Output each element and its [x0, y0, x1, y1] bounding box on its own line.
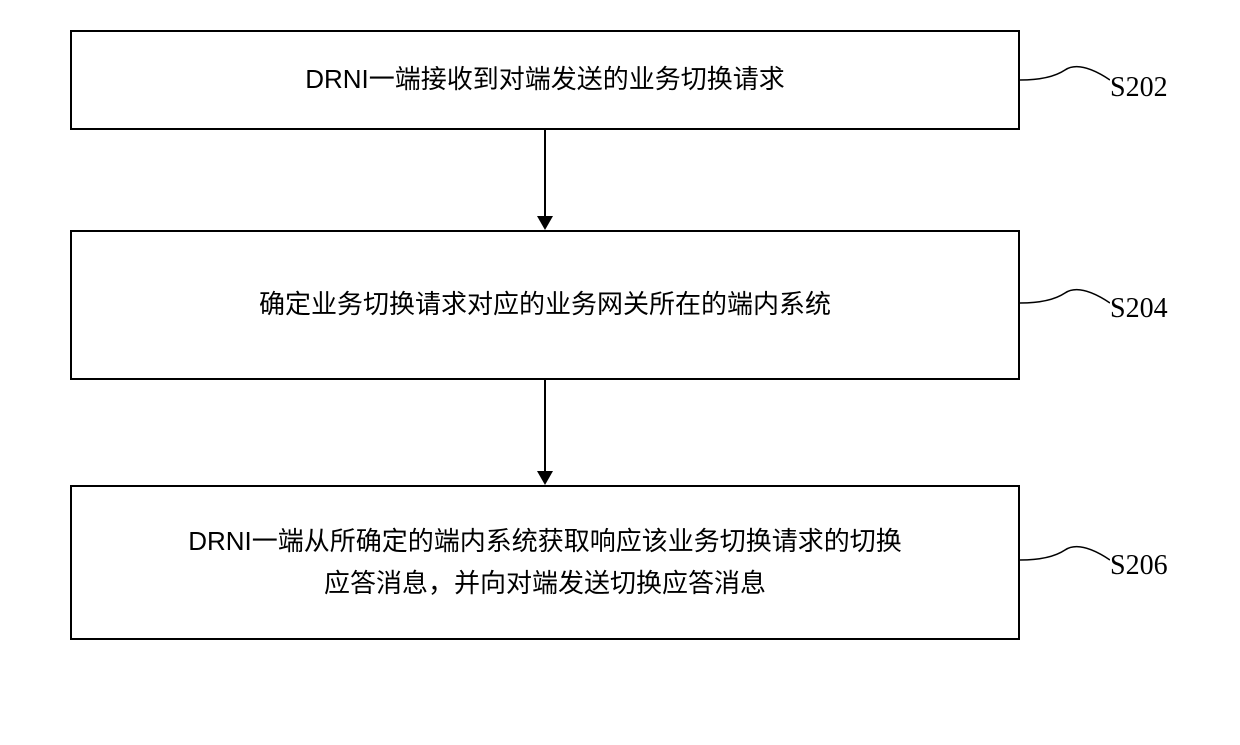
step-label-s206: S206	[1110, 550, 1168, 582]
arrow-1-line	[544, 130, 546, 216]
step-box-s204: 确定业务切换请求对应的业务网关所在的端内系统	[70, 230, 1020, 380]
connector-s202	[1020, 60, 1110, 100]
step-box-s206: DRNI一端从所确定的端内系统获取响应该业务切换请求的切换 应答消息，并向对端发…	[70, 485, 1020, 640]
connector-s204	[1020, 283, 1110, 323]
arrow-2-head	[537, 471, 553, 485]
connector-s206	[1020, 540, 1110, 580]
step-label-s204: S204	[1110, 293, 1168, 325]
step-label-s202: S202	[1110, 72, 1168, 104]
step-box-s202: DRNI一端接收到对端发送的业务切换请求	[70, 30, 1020, 130]
step-text-s202: DRNI一端接收到对端发送的业务切换请求	[305, 59, 785, 101]
step-text-s204: 确定业务切换请求对应的业务网关所在的端内系统	[259, 284, 831, 326]
step-text-s206: DRNI一端从所确定的端内系统获取响应该业务切换请求的切换 应答消息，并向对端发…	[188, 521, 902, 604]
arrow-2-line	[544, 380, 546, 471]
arrow-1-head	[537, 216, 553, 230]
